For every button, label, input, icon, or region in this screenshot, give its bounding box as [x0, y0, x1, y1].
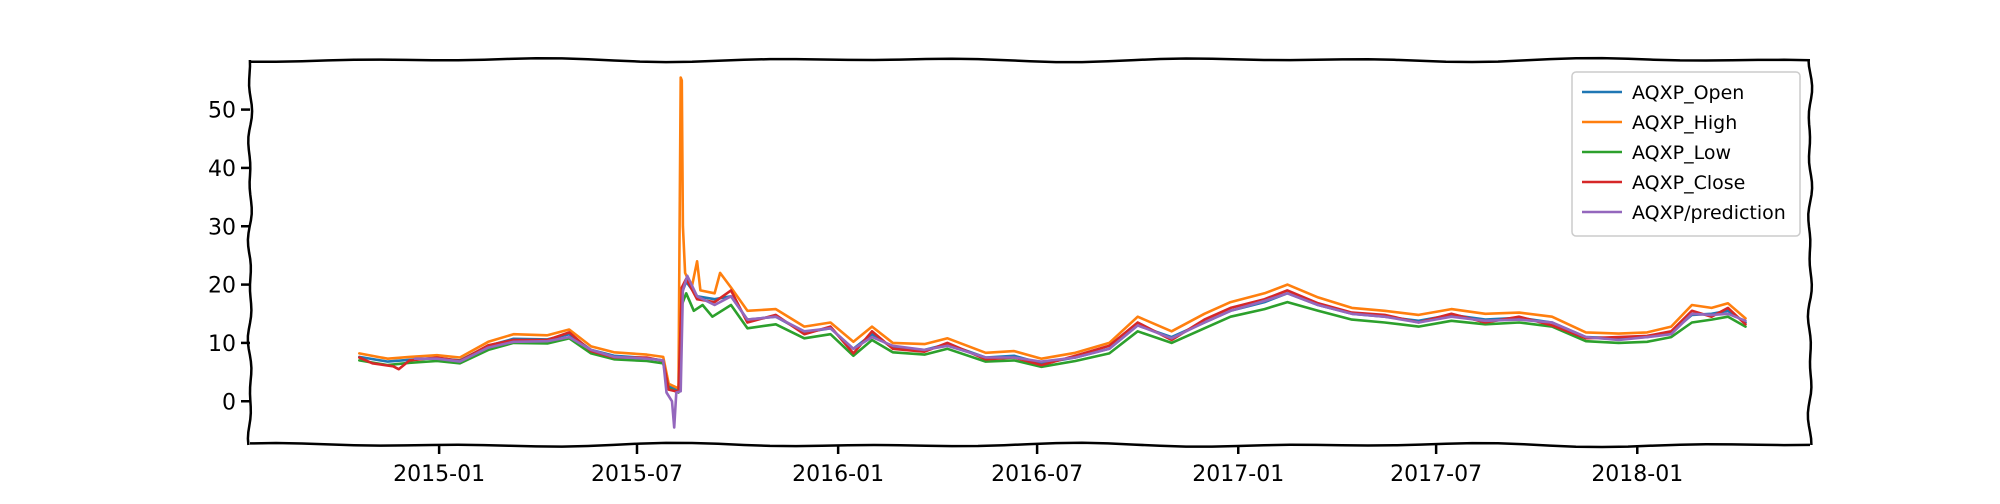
y-tick-label: 20 — [208, 274, 236, 299]
x-tick-label: 2015-07 — [591, 462, 683, 487]
series-layer — [358, 76, 1747, 429]
legend: AQXP_Open AQXP_High AQXP_Low AQXP_Close AQXP… — [1571, 71, 1801, 237]
series-line-aqxp-prediction — [413, 274, 1747, 429]
y-axis: 0 10 20 30 40 50 — [208, 99, 250, 415]
legend-label: AQXP/prediction — [1632, 202, 1786, 224]
x-tick-label: 2018-01 — [1591, 462, 1683, 487]
legend-label: AQXP_High — [1632, 112, 1737, 134]
legend-label: AQXP_Open — [1632, 82, 1744, 104]
x-tick-label: 2017-07 — [1390, 462, 1482, 487]
x-axis: 2015-01 2015-07 2016-01 2016-07 2017-01 2017-… — [393, 445, 1683, 487]
x-tick-label: 2015-01 — [393, 462, 485, 487]
legend-box — [1571, 71, 1801, 237]
y-tick-label: 0 — [222, 390, 236, 415]
y-tick-label: 50 — [208, 99, 236, 124]
x-tick-label: 2016-07 — [991, 462, 1083, 487]
legend-label: AQXP_Close — [1632, 172, 1745, 194]
series-line-aqxp-low — [358, 292, 1747, 394]
x-tick-label: 2017-01 — [1192, 462, 1284, 487]
y-tick-label: 10 — [208, 332, 236, 357]
series-line-aqxp-high — [358, 76, 1747, 390]
legend-label: AQXP_Low — [1632, 142, 1731, 164]
y-tick-label: 40 — [208, 157, 236, 182]
plot-frame — [246, 56, 1814, 449]
y-tick-label: 30 — [208, 215, 236, 240]
x-tick-label: 2016-01 — [792, 462, 884, 487]
